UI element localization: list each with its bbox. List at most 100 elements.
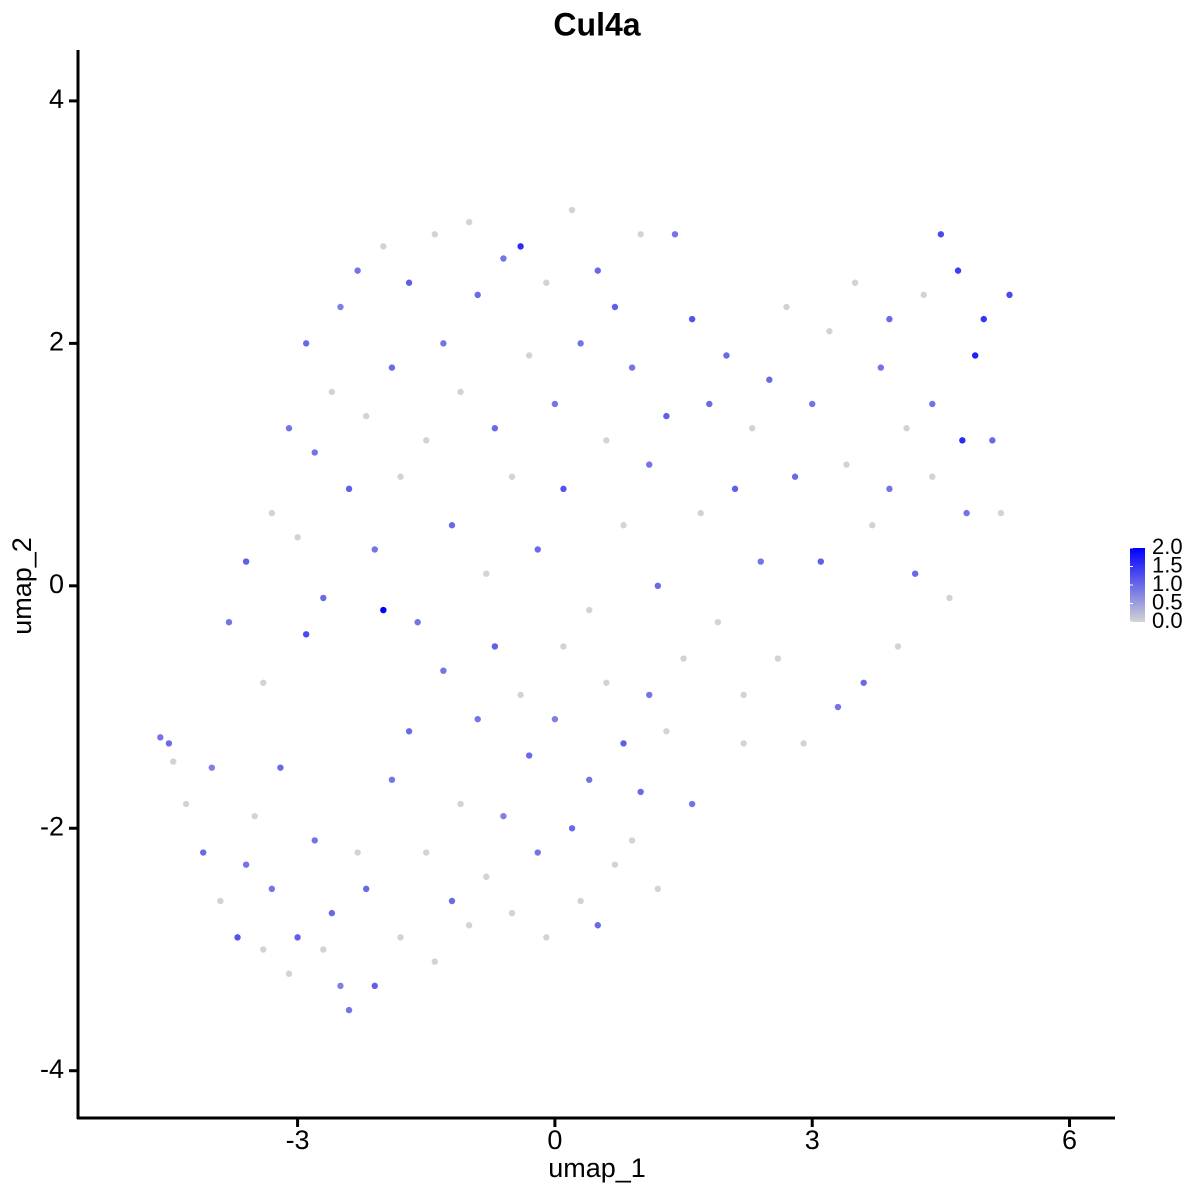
point — [611, 303, 619, 311]
point — [1006, 291, 1013, 299]
point — [294, 534, 301, 541]
point — [791, 473, 799, 480]
point — [431, 958, 439, 965]
point — [388, 364, 396, 371]
point — [423, 849, 430, 856]
point — [268, 885, 276, 893]
point — [877, 364, 885, 371]
y-tick-label: 4 — [49, 84, 64, 114]
point — [680, 655, 687, 662]
point — [534, 546, 541, 553]
point — [517, 243, 524, 250]
point — [637, 788, 644, 796]
point — [517, 691, 524, 699]
point — [560, 643, 567, 650]
point — [217, 897, 224, 905]
point — [620, 740, 627, 747]
points — [157, 206, 1013, 1014]
point — [157, 734, 164, 741]
point — [757, 558, 764, 565]
point — [371, 546, 378, 553]
point — [706, 400, 713, 408]
point — [954, 267, 962, 274]
point — [474, 715, 481, 723]
point — [483, 873, 490, 880]
point — [440, 340, 447, 347]
point — [311, 449, 318, 456]
point — [809, 400, 816, 408]
point — [740, 691, 747, 699]
point — [302, 340, 310, 347]
point — [740, 740, 747, 747]
point — [723, 352, 730, 359]
point — [688, 800, 696, 808]
point — [551, 715, 559, 723]
point — [208, 764, 216, 771]
point — [560, 485, 567, 493]
point — [465, 218, 473, 226]
point — [851, 279, 859, 286]
point — [483, 570, 490, 577]
colorbar-label: 0.5 — [1152, 589, 1183, 614]
point — [929, 473, 936, 480]
point — [568, 825, 576, 832]
point — [551, 400, 559, 408]
point — [397, 473, 404, 480]
y-axis-title: umap_2 — [7, 537, 37, 635]
y-tick-label: -2 — [40, 811, 64, 841]
point — [603, 437, 610, 444]
x-tick-label: 3 — [805, 1125, 820, 1155]
point — [577, 897, 584, 905]
point — [646, 691, 653, 699]
point — [234, 934, 241, 941]
point — [448, 897, 456, 905]
point — [920, 291, 927, 299]
point — [260, 679, 267, 686]
point — [371, 982, 378, 990]
point — [834, 703, 842, 711]
point — [405, 279, 413, 286]
point — [568, 206, 576, 214]
point — [345, 485, 353, 493]
point — [277, 764, 284, 771]
point — [603, 679, 610, 686]
point — [946, 594, 953, 602]
point — [362, 412, 370, 420]
point — [491, 425, 499, 432]
point — [748, 425, 756, 432]
point — [697, 509, 704, 517]
colorbar-label: 0.0 — [1152, 608, 1183, 633]
point — [886, 485, 893, 493]
point — [989, 437, 996, 444]
y-tick-label: 2 — [49, 326, 64, 356]
point — [260, 946, 267, 953]
point — [663, 728, 670, 735]
point — [414, 618, 421, 626]
point — [869, 522, 876, 529]
point — [594, 267, 601, 274]
point — [731, 485, 739, 493]
point — [320, 946, 327, 953]
point — [242, 558, 250, 565]
point — [628, 837, 636, 844]
point — [997, 509, 1005, 517]
point — [611, 861, 619, 868]
point — [457, 388, 464, 396]
point — [448, 522, 456, 529]
point — [688, 315, 696, 323]
point — [543, 934, 550, 941]
point — [337, 303, 344, 311]
point — [397, 934, 404, 941]
y-tick-label: -4 — [40, 1054, 64, 1084]
point — [637, 231, 644, 238]
point — [766, 376, 773, 383]
point — [654, 582, 662, 590]
point — [405, 728, 413, 735]
colorbar-label: 1.0 — [1152, 571, 1183, 596]
point — [646, 461, 653, 468]
point — [225, 618, 233, 626]
point — [903, 425, 910, 432]
point — [886, 315, 893, 323]
point — [525, 352, 533, 359]
point — [911, 570, 919, 577]
